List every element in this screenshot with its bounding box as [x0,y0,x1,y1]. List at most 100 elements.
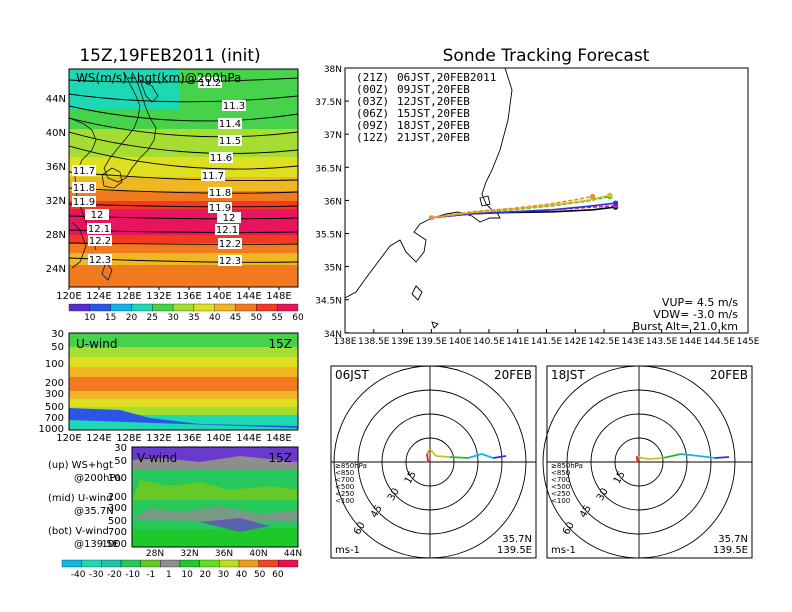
contour-label-bg [72,182,96,193]
track-lon-label: 143.5E [646,337,678,347]
track-lon-label: 141.5E [531,337,563,347]
map-field-label: WS(m/s)+hgt(km)@200hPa [76,71,241,85]
track-end-point [589,193,596,200]
ws-scale-label: 20 [126,313,138,323]
param-vup: VUP= 4.5 m/s [662,296,738,309]
v-pressure-label: 500 [108,516,127,527]
map-lon-label: 128E [116,291,141,302]
u-pressure-label: 700 [45,413,64,424]
contour-label: 11.5 [219,136,241,147]
hodograph-time: 06JST [335,368,369,382]
track-legend-utc: (12Z) [356,131,389,144]
param-vdw: VDW= -3.0 m/s [653,308,738,321]
hodograph-trace-segment [640,457,650,460]
track-lon-label: 145E [737,337,760,347]
u-pressure-label: 200 [45,378,64,389]
v-color-swatch [219,559,240,568]
hodograph-lat: 35.7N [718,534,748,545]
ws-scale-label: 55 [271,313,282,323]
v-colorbar: -40 -30 -20 -10 -1 1 10 20 30 40 50 60 [61,559,299,580]
ws-color-swatch [110,303,132,312]
map-lat-label: 24N [46,264,66,275]
contour-label-bg [208,202,232,213]
v-color-swatch [140,559,161,568]
track-end-point [607,192,613,198]
contour-label-bg [72,165,96,176]
contour-label: 12.1 [88,224,110,235]
map-lon-label: 120E [56,291,81,302]
contour-label-bg [222,100,246,111]
track-lon-label: 144E [679,337,702,347]
hodograph-trace-segment [714,456,730,459]
track-legend-jst: 06JST,20FEB2011 [397,71,496,84]
contour-label-bg [88,235,112,246]
hodograph-legend-item: <700 [335,476,354,484]
hodograph-legend-item: <100 [335,497,354,505]
u-pressure-label: 300 [45,389,64,400]
contour-label-bg [88,254,112,265]
ws-color-swatch [68,303,90,312]
v-scale-label: -1 [146,570,155,580]
track-lon-label: 142E [564,337,587,347]
track-legend-jst: 21JST,20FEB [397,131,470,144]
track-lon-label: 141E [506,337,529,347]
u-lon-label: 140E [206,433,231,444]
v-scale-label: 50 [254,570,266,580]
track-lon-label: 139.5E [416,337,448,347]
v-scale-label: 10 [181,570,193,580]
v-color-swatch [258,559,279,568]
u-wind-time: 15Z [269,337,293,351]
hodograph-ring-label: 45 [369,503,385,520]
v-scale-label: 30 [218,570,230,580]
v-color-swatch [278,559,299,568]
track-lat-label: 35.5N [315,231,342,241]
contour-label: 12.2 [219,239,241,250]
u-lon-label: 136E [176,433,201,444]
contour-label: 11.7 [202,171,224,182]
hodograph-ring-label: 15 [403,469,419,486]
track-line [431,202,616,219]
legend-sub: @139.5E [74,539,119,550]
map-lat-label: 40N [46,128,66,139]
u-lon-label: 144E [236,433,261,444]
ws-scale-label: 35 [188,313,199,323]
contour-label: 12 [223,213,236,224]
v-scale-label: -10 [125,570,140,580]
u-wind-frame [68,332,299,431]
v-color-swatch [179,559,200,568]
contour-label-bg [215,224,239,235]
map-frame [68,68,299,288]
contour-label: 12 [91,210,104,221]
ws-color-swatch [193,303,215,312]
contour-label: 11.6 [210,153,232,164]
track-legend-utc: (21Z) [356,71,389,84]
hodograph-lat: 35.7N [502,534,532,545]
track-title: Sonde Tracking Forecast [443,46,650,66]
hodograph-legend-item: <700 [551,476,570,484]
v-color-swatch [160,559,181,568]
contour-label: 12.1 [216,225,238,236]
u-pressure-label: 1000 [39,424,64,435]
v-color-swatch [61,559,82,568]
hodograph-ring-label: 30 [386,486,402,503]
hodograph-trace-segment [680,453,700,457]
u-lon-label: 128E [116,433,141,444]
hodograph-time: 18JST [551,368,585,382]
contour-labels: 11.2 11.3 11.4 11.5 11.6 11.7 11.7 11.8 11.8 11.9… [72,77,246,267]
map-lat-label: 44N [46,94,66,105]
contour-label: 12.3 [89,255,111,266]
map-lon-label: 136E [176,291,201,302]
track-legend-jst: 12JST,20FEB [397,95,470,108]
hodograph-trace-segment [648,457,664,460]
legend-line: (up) WS+hgt [48,460,113,471]
hodograph-trace-segment [429,448,437,457]
ws-color-swatch [277,303,299,312]
track-legend-utc: (00Z) [356,83,389,96]
map-lat-label: 28N [46,230,66,241]
contour-label-bg [218,238,242,249]
contour-label-bg [218,118,242,129]
contour-label: 11.4 [219,119,241,130]
hodograph-trace-segment [449,456,469,459]
contour-label: 12.2 [89,236,111,247]
